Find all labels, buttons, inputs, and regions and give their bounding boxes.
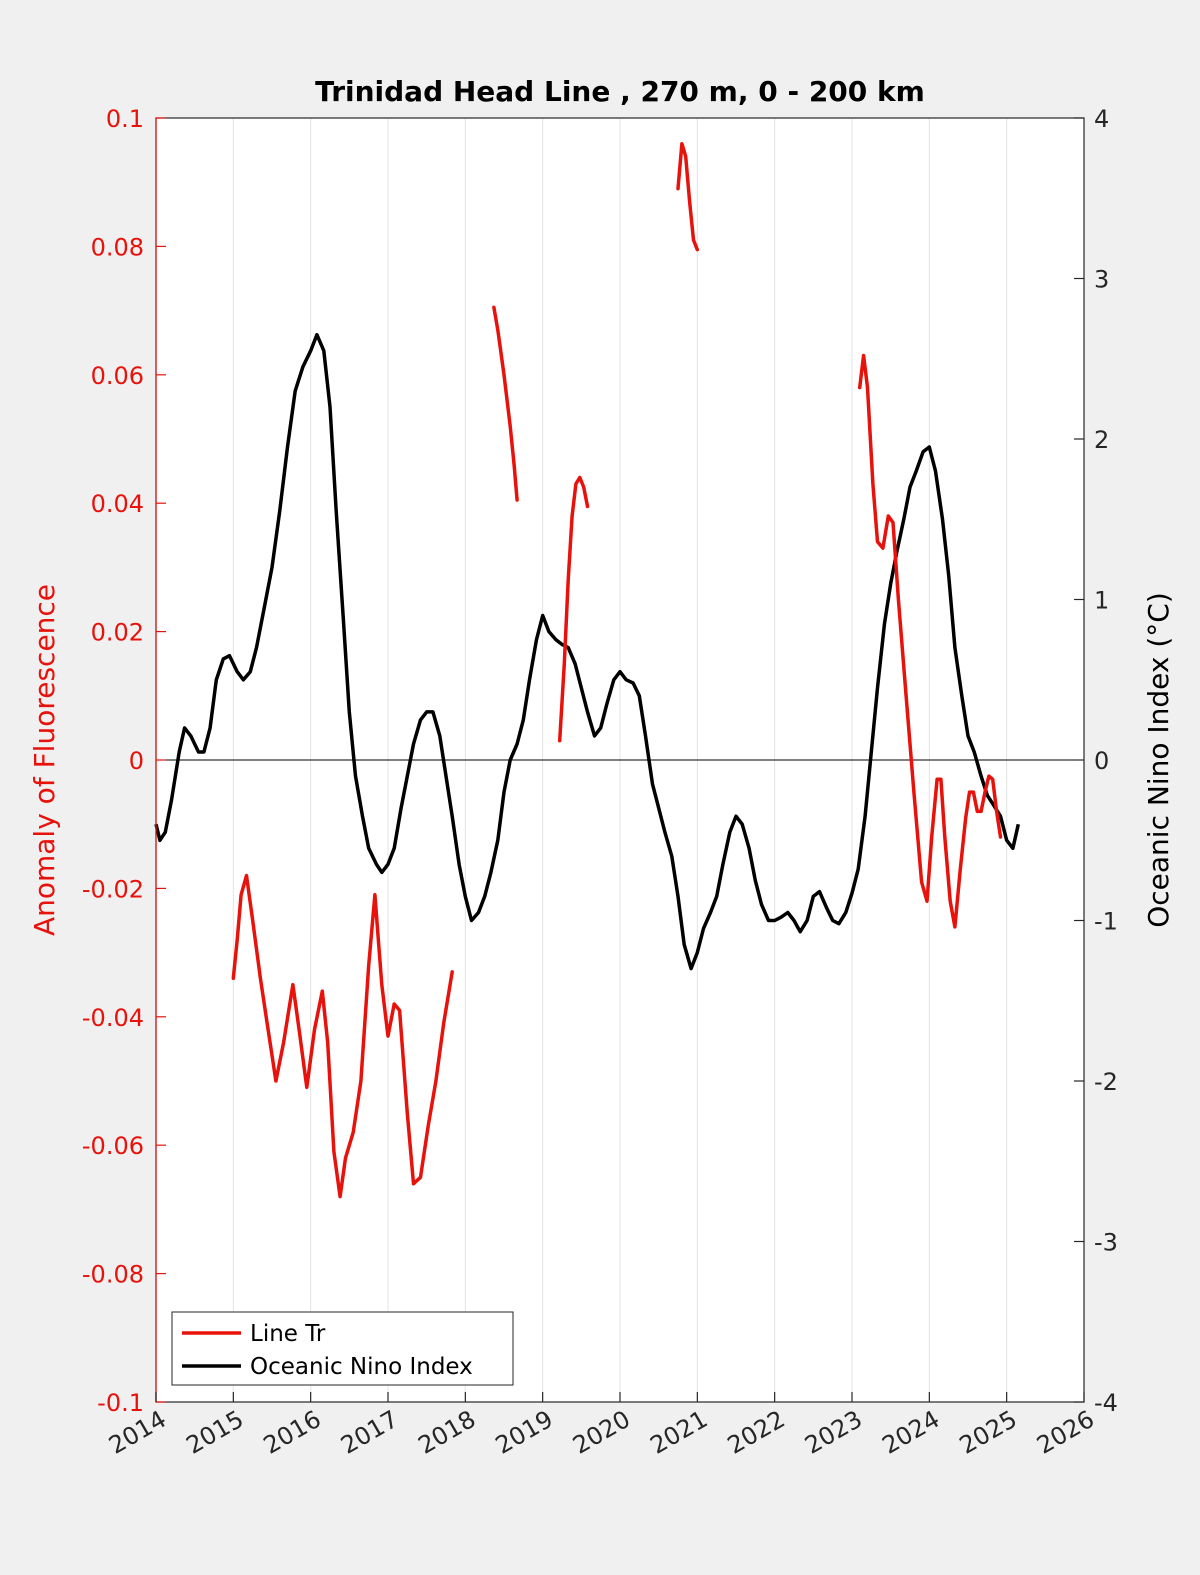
series-line-line-tr: [676, 141, 700, 252]
left-tick-label: 0.02: [91, 619, 144, 647]
legend-label-oni: Oceanic Nino Index: [250, 1354, 473, 1380]
legend: Line Tr Oceanic Nino Index: [171, 1311, 514, 1386]
left-tick-label: -0.06: [82, 1132, 144, 1160]
left-tick-label: -0.1: [97, 1389, 144, 1417]
right-tick-label: 0: [1094, 747, 1109, 775]
series-layer: [154, 141, 1021, 1199]
right-tick-label: 3: [1094, 266, 1109, 294]
series-line-line-tr: [492, 305, 519, 502]
legend-box: [171, 1311, 514, 1386]
left-tick-label: 0.1: [106, 105, 144, 133]
left-axis-title: Anomaly of Fluorescence: [28, 584, 61, 936]
series-line-line-tr: [857, 353, 1003, 929]
left-tick-label: 0.08: [91, 233, 144, 261]
series-line-line-tr: [231, 873, 454, 1199]
right-tick-label: -1: [1094, 908, 1118, 936]
series-line-oceanic-nino-index: [154, 332, 1021, 971]
axis-ticks: 2014 2015 2016 2017 2018 2019 2020 2021 2022 2023…: [82, 105, 1118, 1460]
right-tick-label: -2: [1094, 1068, 1118, 1096]
right-tick-label: 1: [1094, 587, 1109, 615]
right-tick-label: -3: [1094, 1229, 1118, 1257]
right-tick-label: 4: [1094, 105, 1109, 133]
right-tick-label: 2: [1094, 426, 1109, 454]
left-tick-label: 0: [129, 747, 144, 775]
left-tick-label: -0.02: [82, 875, 144, 903]
legend-label-line-tr: Line Tr: [250, 1321, 326, 1347]
left-tick-label: 0.04: [91, 490, 144, 518]
right-axis-title: Oceanic Nino Index (°C): [1142, 592, 1175, 928]
left-tick-label: 0.06: [91, 362, 144, 390]
series-line-line-tr: [557, 475, 590, 743]
right-tick-label: -4: [1094, 1389, 1118, 1417]
chart-title: Trinidad Head Line , 270 m, 0 - 200 km: [315, 75, 925, 108]
left-tick-label: -0.08: [82, 1261, 144, 1289]
left-tick-label: -0.04: [82, 1004, 144, 1032]
